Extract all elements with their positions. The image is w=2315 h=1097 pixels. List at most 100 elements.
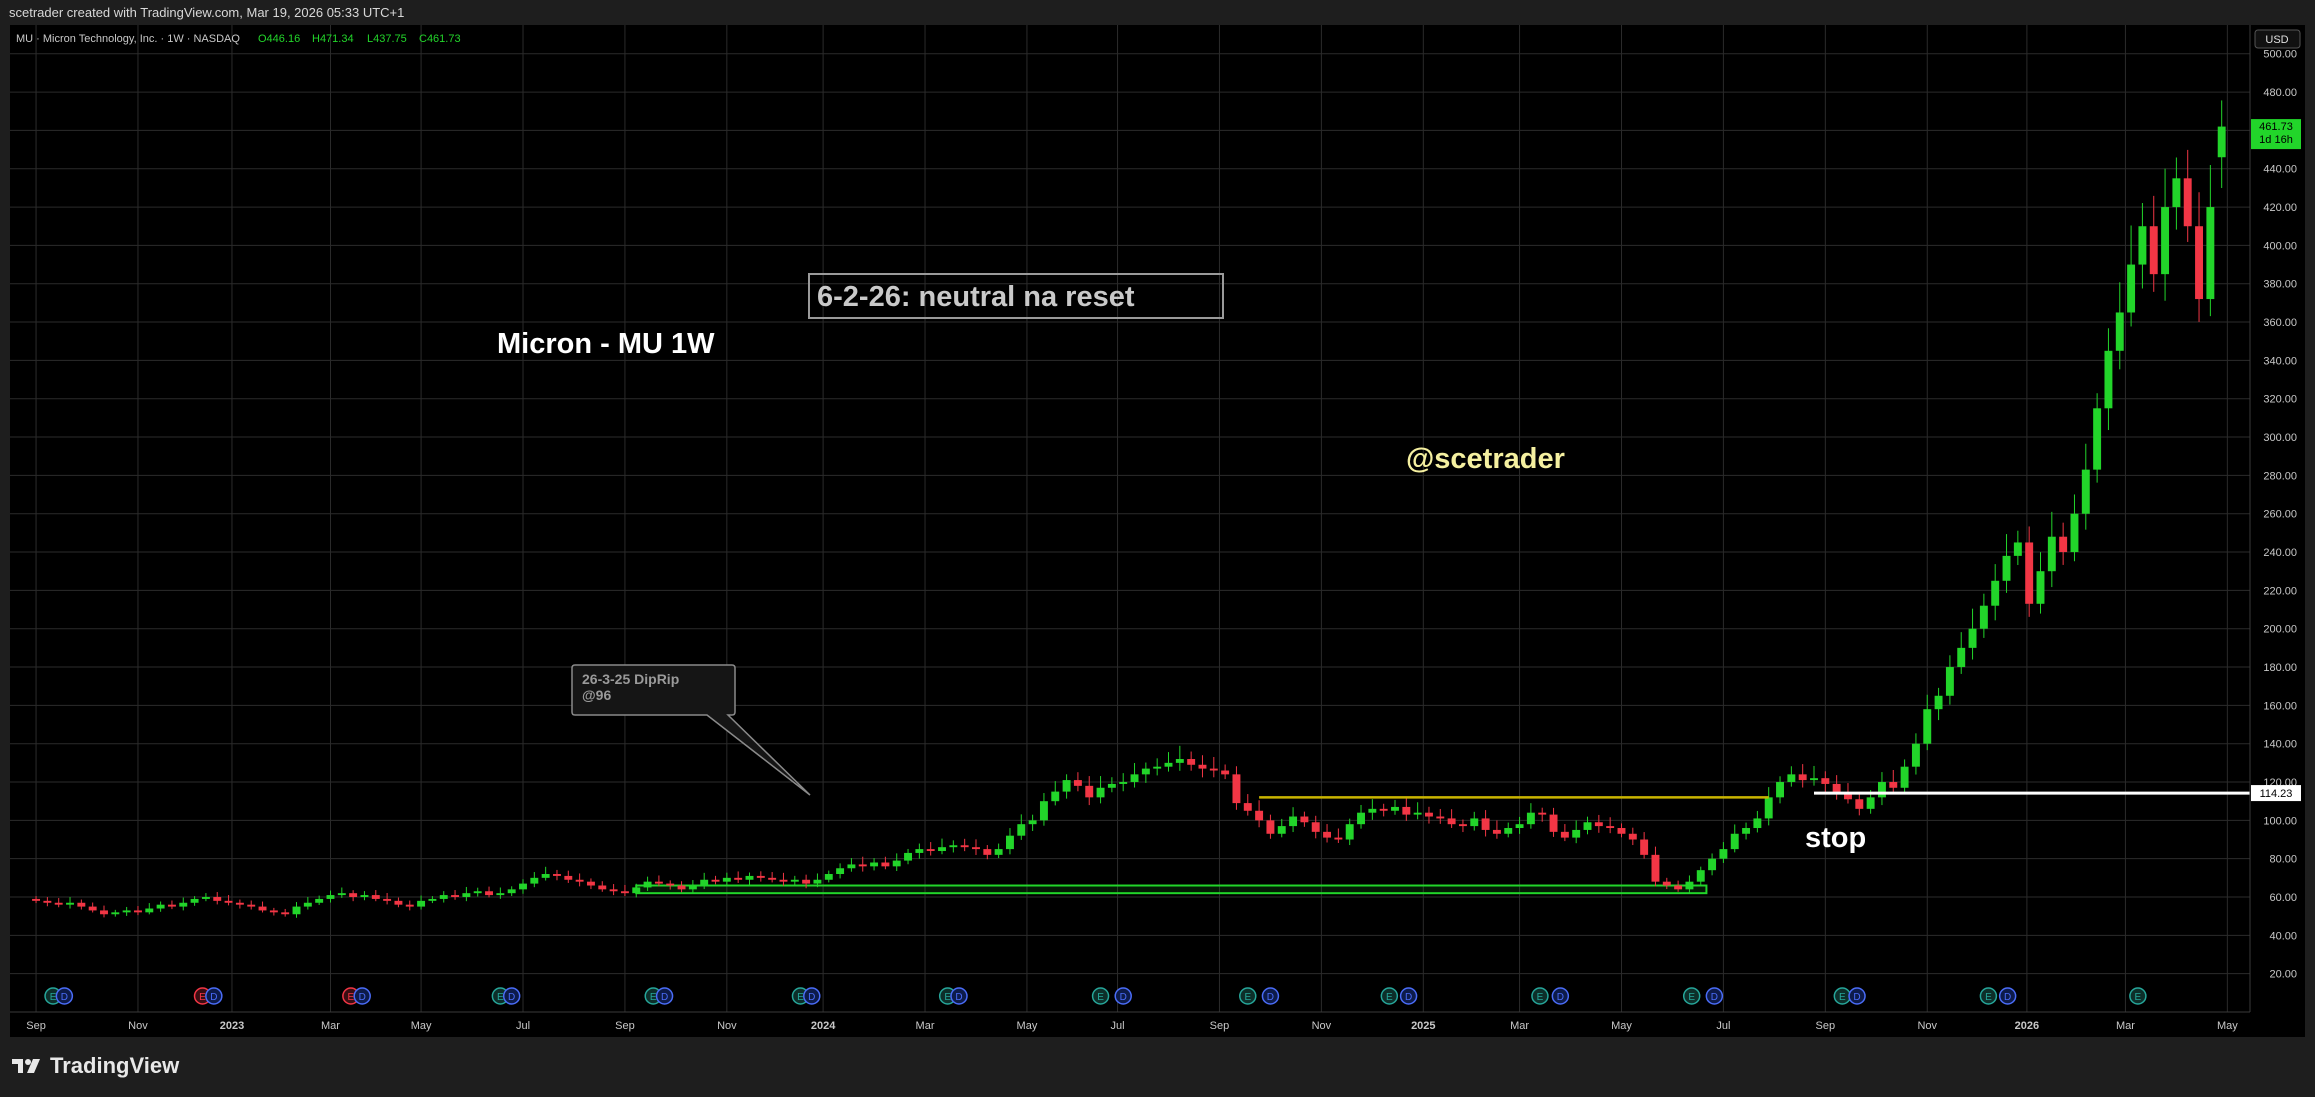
candle-body [100,910,108,915]
candle-body [258,906,267,911]
candle-body [1889,782,1898,788]
candle-body [1266,820,1275,834]
earnings-marker [1239,987,1257,1005]
handle-annotation[interactable]: @scetrader [1406,443,1565,475]
price-tick-label: 220.00 [2263,585,2297,597]
candle-body [122,910,131,913]
candle-body [1526,812,1535,825]
candle-body [847,864,856,869]
candle-body [1617,828,1626,834]
candle-body [1685,881,1694,890]
time-tick-label: Sep [1816,1020,1836,1032]
marker-letter: D [955,992,962,1003]
candle-body [462,893,471,898]
dividend-marker [502,987,521,1005]
candle-body [926,849,935,852]
dividend-marker [950,987,968,1005]
candle-body [428,898,437,901]
legend-open: O446.16 [258,33,300,45]
time-axis[interactable]: Sep Nov 2023 Mar May Jul Sep Nov 2024 Mar May Jul Se… [26,1020,2238,1032]
candle-body [1402,806,1411,815]
candle-body [360,895,369,898]
candle-body [383,898,392,901]
candle-body [598,885,607,890]
marker-letter: D [1853,992,1860,1003]
time-tick-label: 2024 [811,1020,836,1032]
candle-body [405,904,414,907]
candle-body [2217,126,2226,158]
candle-body [553,874,561,876]
candle-body [326,895,335,899]
candle-body [224,900,233,903]
candle-body [983,849,992,855]
time-tick-label: Mar [1510,1020,1529,1032]
marker-letter: E [1688,992,1695,1003]
candle-body [1776,782,1784,798]
candle-body [1606,826,1615,829]
candle-body [1594,822,1603,827]
time-tick-label: Mar [2116,1020,2135,1032]
candle-body [1742,828,1751,834]
candle-body [235,902,244,905]
candle-body [1345,824,1354,840]
candle-body [451,895,460,898]
candle-body [303,902,312,907]
candle-body [632,887,641,894]
earnings-marker [1531,987,1549,1005]
candle-body [1583,822,1592,830]
candle-body [134,910,142,913]
price-tick-label: 320.00 [2263,394,2297,406]
candle-body [2025,542,2034,604]
dividend-marker [803,987,821,1005]
legend-high: H471.34 [312,33,354,45]
time-axis-bg [10,1012,2305,1037]
candle-body [1651,854,1660,882]
dividend-marker [1998,987,2017,1005]
candle-body [1311,822,1320,832]
note-box[interactable] [808,273,1224,319]
marker-letter: E [1839,992,1846,1003]
chart-title-annotation[interactable]: Micron - MU 1W [497,328,715,360]
candle-body [858,864,867,867]
marker-letter: E [1386,992,1393,1003]
candle-body [292,906,301,915]
dividend-marker [1261,987,1280,1005]
price-tick-label: 300.00 [2263,432,2297,444]
candlestick-series [32,100,2226,918]
candle-body [371,895,380,899]
candle-body [779,879,788,882]
callout-bubble[interactable] [571,664,811,796]
candle-body [1492,829,1501,834]
tradingview-logo[interactable]: TradingView [12,1053,179,1079]
candle-body [564,875,573,880]
candle-body [1538,812,1547,815]
candle-body [496,893,505,896]
time-tick-label: 2023 [220,1020,244,1032]
stop-annotation[interactable]: stop [1805,822,1866,854]
candle-body [666,883,675,886]
time-tick-label: Mar [916,1020,935,1032]
candle-body [337,893,346,896]
candle-body [790,879,799,882]
dividend-marker [55,987,74,1005]
candle-body [1810,778,1818,781]
candle-body [2002,555,2011,581]
marker-letter: E [2135,992,2142,1003]
candle-body [1119,782,1128,784]
price-axis-bg [2250,25,2305,1012]
candle-body [1504,828,1513,834]
candle-body [2036,571,2045,604]
candle-body [1640,839,1649,855]
candle-body [519,883,527,890]
marker-letter: D [2004,992,2011,1003]
candle-body [1153,766,1162,769]
price-tick-label: 140.00 [2263,739,2297,751]
candle-body [722,877,731,882]
currency-button[interactable] [2254,29,2301,49]
candle-body [1277,826,1286,834]
price-tick-label: 80.00 [2269,854,2297,866]
candle-body [836,868,845,875]
